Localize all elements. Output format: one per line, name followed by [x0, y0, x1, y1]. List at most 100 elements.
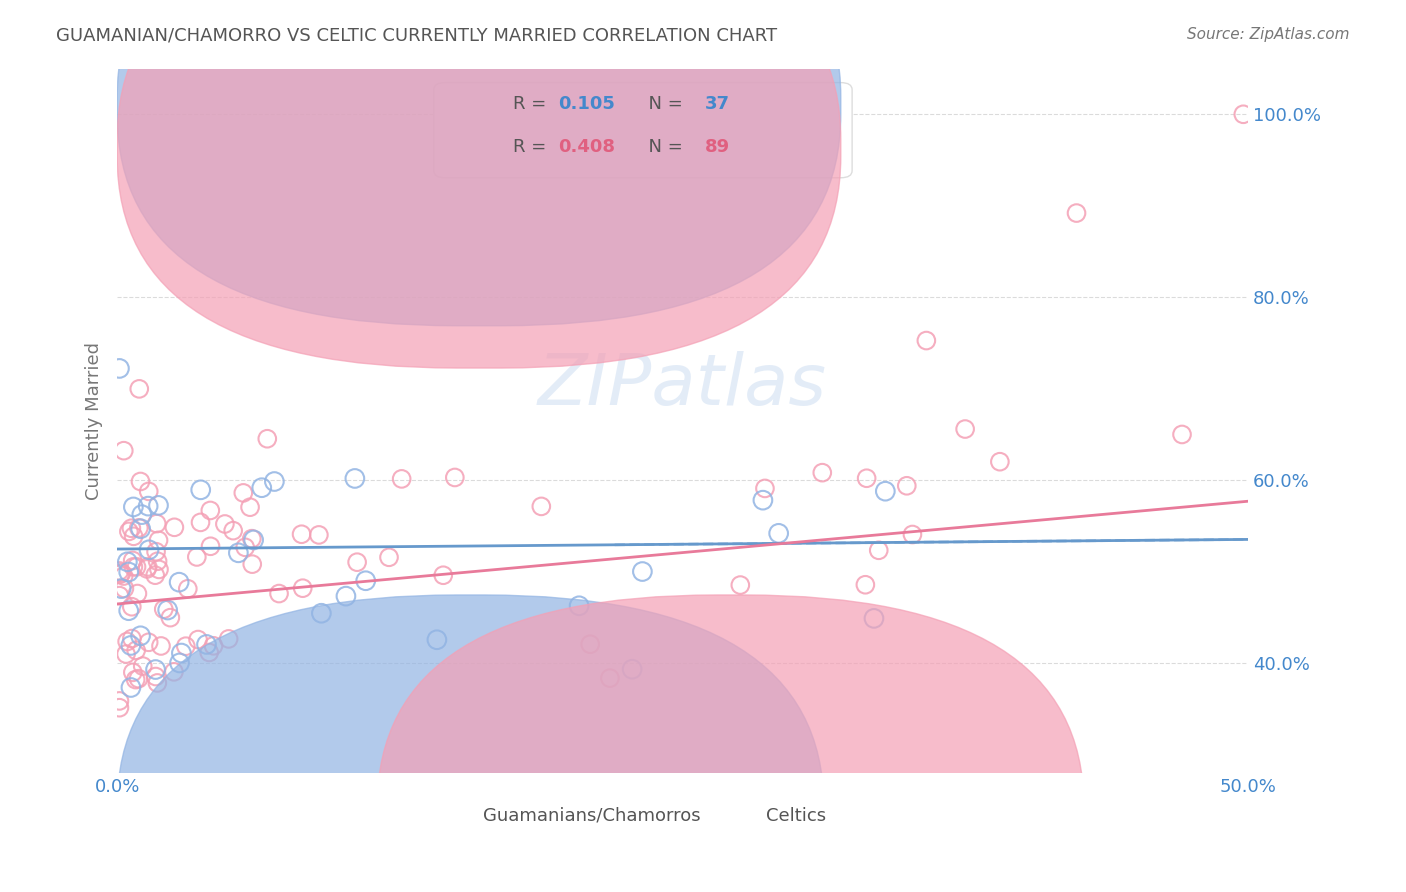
Point [242, 533, 264, 547]
Point [568, 599, 591, 613]
Point [138, 635, 160, 649]
Text: Source: ZipAtlas.com: Source: ZipAtlas.com [1187, 27, 1350, 42]
Point [145, 545, 167, 559]
Point [129, 629, 152, 643]
Point [112, 569, 135, 583]
Point [346, 555, 368, 569]
Point [915, 334, 938, 348]
Point [343, 471, 366, 485]
Point [125, 559, 148, 574]
Point [136, 562, 159, 576]
Point [128, 521, 150, 535]
Text: ZIPatlas: ZIPatlas [538, 351, 827, 420]
Point [754, 482, 776, 496]
Point [117, 555, 139, 569]
Point [118, 604, 141, 618]
Text: GUAMANIAN/CHAMORRO VS CELTIC CURRENTLY MARRIED CORRELATION CHART: GUAMANIAN/CHAMORRO VS CELTIC CURRENTLY M… [56, 27, 778, 45]
Point [239, 500, 262, 515]
Point [953, 422, 976, 436]
Point [202, 639, 225, 653]
Point [308, 528, 330, 542]
Point [222, 524, 245, 538]
Point [122, 500, 145, 514]
Point [267, 586, 290, 600]
Point [108, 564, 131, 578]
FancyBboxPatch shape [434, 83, 852, 178]
Point [621, 662, 644, 676]
Text: R =: R = [513, 95, 553, 113]
Point [240, 532, 263, 546]
Point [863, 611, 886, 625]
Point [138, 542, 160, 557]
Point [163, 665, 186, 679]
Point [127, 586, 149, 600]
Point [148, 499, 170, 513]
Text: N =: N = [637, 95, 689, 113]
Point [108, 694, 131, 708]
Point [132, 659, 155, 673]
Point [152, 602, 174, 616]
Point [121, 632, 143, 646]
Point [335, 589, 357, 603]
Point [115, 647, 138, 661]
FancyBboxPatch shape [117, 0, 841, 368]
Point [124, 673, 146, 687]
Point [169, 656, 191, 670]
Point [200, 503, 222, 517]
Point [122, 529, 145, 543]
Point [443, 470, 465, 484]
Point [426, 632, 449, 647]
Point [195, 637, 218, 651]
Point [120, 521, 142, 535]
Point [145, 663, 167, 677]
Point [186, 549, 208, 564]
Point [354, 574, 377, 588]
Point [901, 527, 924, 541]
Point [868, 543, 890, 558]
Point [530, 500, 553, 514]
Point [256, 432, 278, 446]
Point [198, 645, 221, 659]
Point [811, 466, 834, 480]
Point [128, 382, 150, 396]
Point [115, 634, 138, 648]
FancyBboxPatch shape [377, 595, 1084, 892]
Point [108, 567, 131, 582]
FancyBboxPatch shape [117, 0, 841, 326]
Point [125, 643, 148, 657]
Point [190, 483, 212, 497]
Point [112, 443, 135, 458]
Point [232, 486, 254, 500]
Point [129, 475, 152, 489]
Point [136, 499, 159, 513]
Point [290, 527, 312, 541]
Point [108, 700, 131, 714]
Point [159, 610, 181, 624]
Point [121, 665, 143, 680]
Point [146, 554, 169, 568]
Point [233, 541, 256, 555]
Text: 0.408: 0.408 [558, 137, 616, 156]
FancyBboxPatch shape [117, 595, 824, 892]
Point [190, 516, 212, 530]
Point [291, 581, 314, 595]
Point [143, 568, 166, 582]
Point [988, 455, 1011, 469]
Point [1171, 427, 1194, 442]
Point [1232, 107, 1254, 121]
Point [120, 681, 142, 695]
Point [128, 672, 150, 686]
Point [200, 539, 222, 553]
Point [218, 632, 240, 646]
Point [146, 676, 169, 690]
Point [240, 557, 263, 571]
Point [730, 578, 752, 592]
Point [122, 560, 145, 574]
Point [378, 550, 401, 565]
Point [250, 481, 273, 495]
Point [112, 582, 135, 596]
Point [432, 568, 454, 582]
Text: 0.105: 0.105 [558, 95, 614, 113]
Point [148, 562, 170, 576]
Point [768, 526, 790, 541]
